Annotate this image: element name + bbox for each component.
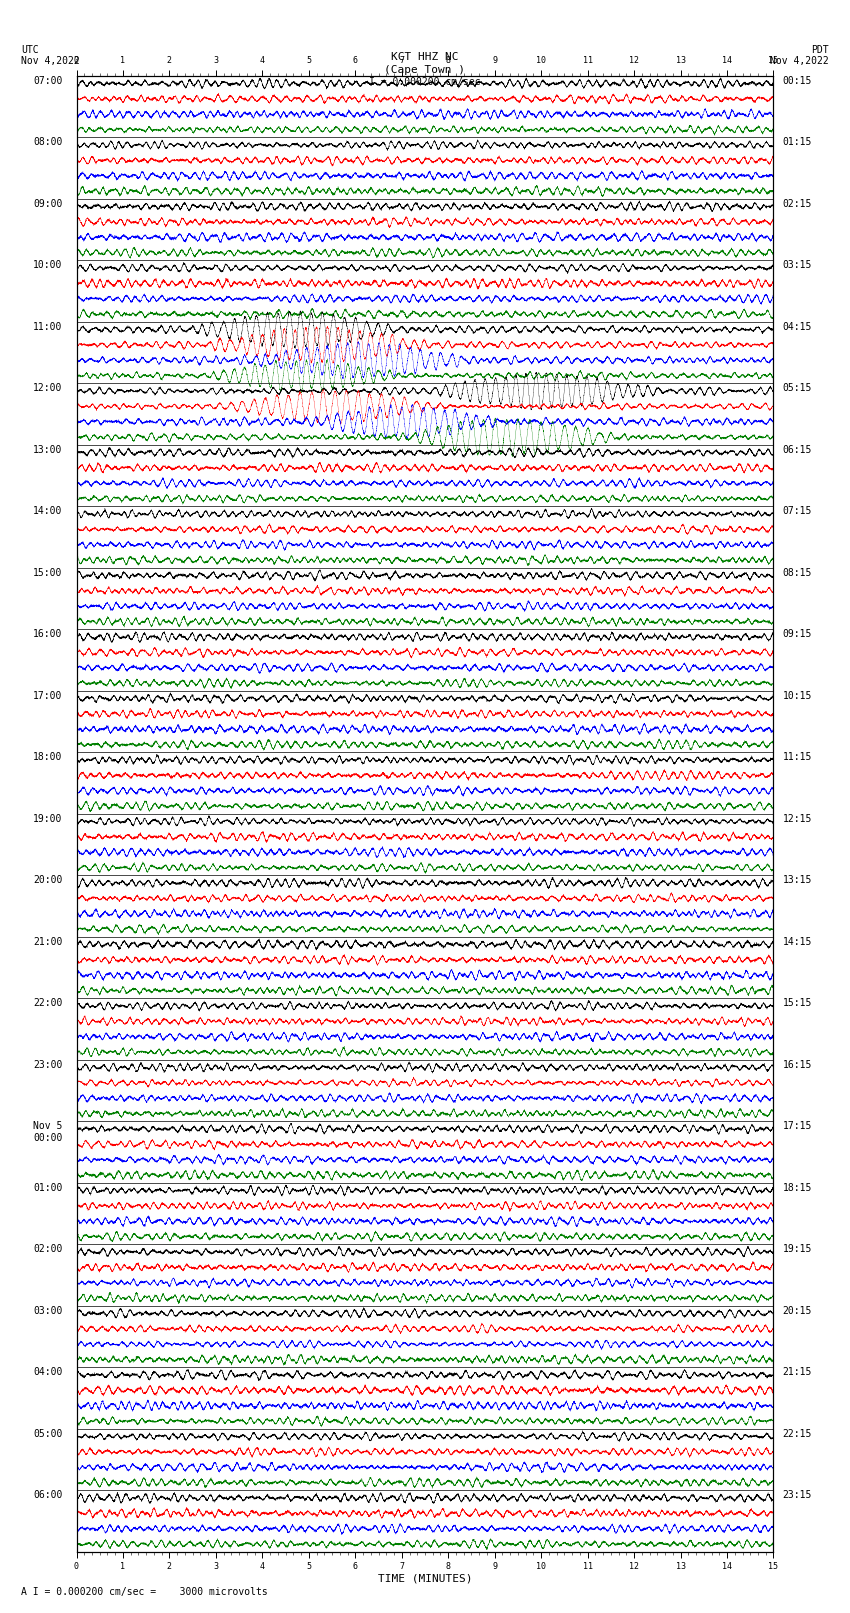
- Text: PDT: PDT: [811, 45, 829, 55]
- Text: 16:15: 16:15: [783, 1060, 812, 1069]
- Text: 08:15: 08:15: [783, 568, 812, 577]
- Text: 14:15: 14:15: [783, 937, 812, 947]
- Text: (Cape Town ): (Cape Town ): [384, 65, 466, 74]
- Text: 01:00: 01:00: [33, 1182, 63, 1192]
- Text: 10:00: 10:00: [33, 260, 63, 271]
- Text: 17:00: 17:00: [33, 690, 63, 700]
- Text: 15:15: 15:15: [783, 998, 812, 1008]
- Text: 08:00: 08:00: [33, 137, 63, 147]
- Text: 11:15: 11:15: [783, 752, 812, 763]
- Text: 14:00: 14:00: [33, 506, 63, 516]
- Text: 19:15: 19:15: [783, 1244, 812, 1255]
- Text: 11:00: 11:00: [33, 323, 63, 332]
- Text: 12:00: 12:00: [33, 384, 63, 394]
- Text: Nov 4,2022: Nov 4,2022: [770, 56, 829, 66]
- Text: KCT HHZ NC: KCT HHZ NC: [391, 52, 459, 61]
- Text: 03:00: 03:00: [33, 1307, 63, 1316]
- Text: 12:15: 12:15: [783, 815, 812, 824]
- Text: 07:00: 07:00: [33, 76, 63, 85]
- Text: 13:15: 13:15: [783, 876, 812, 886]
- Text: A I = 0.000200 cm/sec =    3000 microvolts: A I = 0.000200 cm/sec = 3000 microvolts: [21, 1587, 268, 1597]
- Text: 05:15: 05:15: [783, 384, 812, 394]
- Text: Nov 5
00:00: Nov 5 00:00: [33, 1121, 63, 1144]
- Text: 23:00: 23:00: [33, 1060, 63, 1069]
- Text: 21:00: 21:00: [33, 937, 63, 947]
- Text: 01:15: 01:15: [783, 137, 812, 147]
- Text: 18:15: 18:15: [783, 1182, 812, 1192]
- Text: 05:00: 05:00: [33, 1429, 63, 1439]
- Text: 22:00: 22:00: [33, 998, 63, 1008]
- Text: 04:00: 04:00: [33, 1368, 63, 1378]
- Text: 23:15: 23:15: [783, 1490, 812, 1500]
- Text: UTC: UTC: [21, 45, 39, 55]
- Text: 00:15: 00:15: [783, 76, 812, 85]
- X-axis label: TIME (MINUTES): TIME (MINUTES): [377, 1574, 473, 1584]
- Text: 18:00: 18:00: [33, 752, 63, 763]
- Text: I = 0.000200 cm/sec: I = 0.000200 cm/sec: [369, 77, 481, 87]
- Text: 17:15: 17:15: [783, 1121, 812, 1131]
- Text: 09:15: 09:15: [783, 629, 812, 639]
- Text: 06:00: 06:00: [33, 1490, 63, 1500]
- Text: 10:15: 10:15: [783, 690, 812, 700]
- Text: 02:00: 02:00: [33, 1244, 63, 1255]
- Text: 03:15: 03:15: [783, 260, 812, 271]
- Text: 20:15: 20:15: [783, 1307, 812, 1316]
- Text: 07:15: 07:15: [783, 506, 812, 516]
- Text: 16:00: 16:00: [33, 629, 63, 639]
- Text: 15:00: 15:00: [33, 568, 63, 577]
- Text: 19:00: 19:00: [33, 815, 63, 824]
- Text: 13:00: 13:00: [33, 445, 63, 455]
- Text: 09:00: 09:00: [33, 198, 63, 208]
- Text: 20:00: 20:00: [33, 876, 63, 886]
- Text: 21:15: 21:15: [783, 1368, 812, 1378]
- Text: 04:15: 04:15: [783, 323, 812, 332]
- Text: Nov 4,2022: Nov 4,2022: [21, 56, 80, 66]
- Text: 02:15: 02:15: [783, 198, 812, 208]
- Text: 06:15: 06:15: [783, 445, 812, 455]
- Text: 22:15: 22:15: [783, 1429, 812, 1439]
